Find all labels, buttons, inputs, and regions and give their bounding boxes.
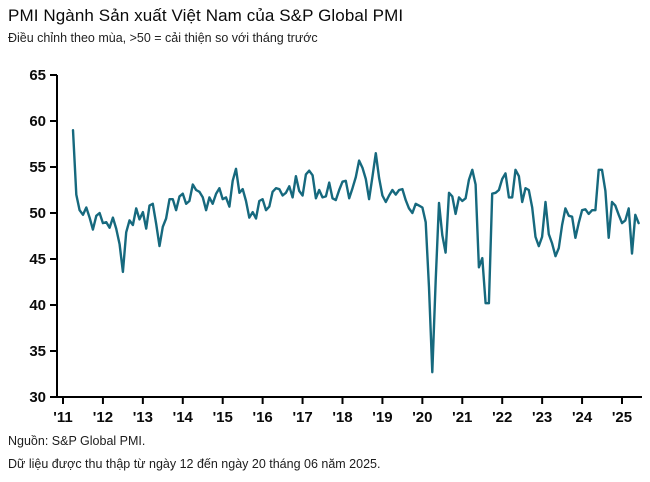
svg-text:50: 50: [29, 205, 46, 222]
svg-text:'22: '22: [492, 409, 512, 426]
svg-text:40: 40: [29, 297, 46, 314]
chart-title: PMI Ngành Sản xuất Việt Nam của S&P Glob…: [8, 6, 404, 25]
collection-note: Dữ liệu được thu thập từ ngày 12 đến ngà…: [8, 457, 381, 472]
source-note: Nguồn: S&P Global PMI.: [8, 434, 146, 448]
svg-text:'16: '16: [253, 409, 273, 426]
svg-text:45: 45: [29, 251, 46, 268]
svg-text:65: 65: [29, 67, 46, 84]
svg-text:'20: '20: [412, 409, 432, 426]
svg-text:'11: '11: [53, 409, 72, 426]
svg-text:55: 55: [29, 159, 46, 176]
svg-text:30: 30: [29, 389, 46, 406]
svg-text:'14: '14: [173, 409, 194, 426]
svg-text:'23: '23: [532, 409, 552, 426]
svg-text:35: 35: [29, 343, 46, 360]
svg-text:60: 60: [29, 113, 46, 130]
svg-text:'25: '25: [612, 409, 632, 426]
chart-footer: Nguồn: S&P Global PMI. Dữ liệu được thu …: [8, 430, 380, 476]
svg-text:'21: '21: [452, 409, 472, 426]
svg-text:'12: '12: [93, 409, 113, 426]
svg-text:'18: '18: [332, 409, 352, 426]
svg-text:'19: '19: [372, 409, 392, 426]
chart-subtitle: Điều chỉnh theo mùa, >50 = cải thiện so …: [8, 31, 318, 45]
svg-text:'24: '24: [572, 409, 593, 426]
pmi-line-chart: 30 35 40 45 50 55 60 65 '11 '12 '13 '14 '15 '16 '17 '18…: [29, 67, 642, 426]
svg-text:'17: '17: [292, 409, 312, 426]
svg-text:'13: '13: [133, 409, 153, 426]
svg-text:'15: '15: [213, 409, 233, 426]
